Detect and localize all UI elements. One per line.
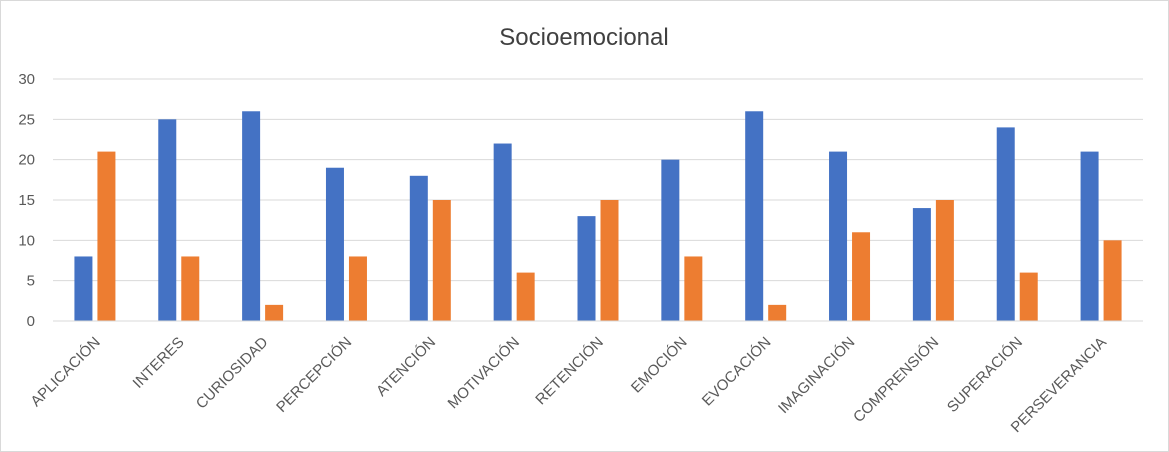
y-tick-label: 30 [18,71,35,88]
x-tick-label: APLICACIÓN [27,334,103,410]
bar-series2-emoción [684,256,703,321]
x-tick-label: RETENCIÓN [532,334,606,408]
bar-series2-interes [181,256,200,321]
y-tick-label: 15 [18,192,35,209]
bar-series2-imaginación [852,232,871,321]
bar-series2-curiosidad [265,304,284,321]
y-tick-label: 10 [18,232,35,249]
bar-series2-percepción [348,256,367,321]
bar-series1-percepción [325,167,344,321]
gridlines [53,78,1143,282]
x-tick-label: COMPRENSIÓN [850,334,942,426]
bar-series1-retención [577,216,596,321]
bar-series2-retención [600,200,619,321]
bar-series1-motivación [493,143,512,321]
x-tick-label: IMAGINACIÓN [775,334,858,417]
y-tick-label: 20 [18,152,35,169]
x-tick-label: MOTIVACIÓN [445,334,523,412]
y-axis-ticks: 0 5 10 15 20 25 30 [18,71,35,330]
bar-series2-comprensión [935,200,954,321]
bar-series1-comprensión [912,208,931,321]
bar-series2-evocación [768,304,787,321]
x-tick-label: ATENCIÓN [373,334,439,400]
bar-series1-evocación [745,111,764,322]
x-tick-label: EVOCACIÓN [699,334,775,410]
bar-series1-aplicación [74,256,93,321]
x-tick-label: SUPERACIÓN [944,334,1026,416]
chart-title: Socioemocional [499,24,668,51]
bar-series1-superación [996,127,1015,322]
y-tick-label: 25 [18,111,35,128]
x-tick-label: PERSEVERANCIA [1008,334,1110,436]
bar-series1-imaginación [829,151,848,321]
x-tick-label: CURIOSIDAD [193,334,272,413]
y-tick-label: 5 [27,273,35,290]
bar-series2-atención [432,200,451,321]
bar-series1-atención [409,175,428,321]
bars [74,111,1122,322]
bar-series2-motivación [516,272,535,321]
x-tick-label: EMOCIÓN [628,334,691,397]
bar-series1-interes [158,119,177,321]
bar-series1-emoción [661,159,680,321]
bar-series1-curiosidad [242,111,261,322]
x-tick-label: PERCEPCIÓN [273,334,355,416]
bar-series2-aplicación [97,151,116,321]
x-tick-label: INTERES [130,334,188,392]
bar-series1-perseverancia [1080,151,1099,321]
bar-series2-perseverancia [1103,240,1122,321]
x-axis-labels: APLICACIÓN INTERES CURIOSIDAD PERCEPCIÓN ATE… [27,334,1109,436]
y-tick-label: 0 [27,313,35,330]
bar-series2-superación [1019,272,1038,321]
